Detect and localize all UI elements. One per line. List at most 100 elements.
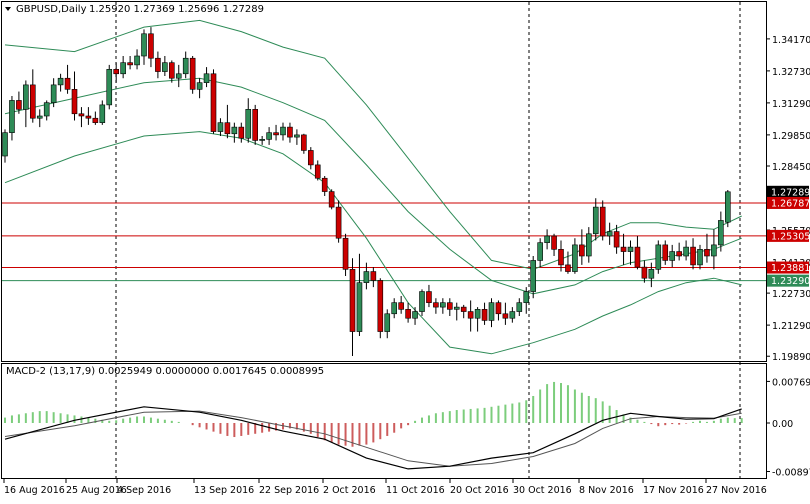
bull-candle-body [592,206,599,235]
bear-candle-body [426,291,432,303]
bull-candle-body [175,73,182,79]
bear-candle-body [29,84,36,119]
bull-candle-body [23,84,29,110]
bear-candle-body [252,109,258,141]
bull-candle-body [523,291,530,303]
bull-candle-body [669,251,676,261]
bull-candle-body [196,82,203,90]
bear-candle-body [558,249,564,266]
bull-candle-body [391,302,398,315]
bear-candle-body [613,231,620,248]
price-tag-label: 1.25305 [771,231,810,242]
bollinger-lower-band [4,131,742,355]
bear-candle-body [92,117,99,123]
bull-candle-body [217,122,224,132]
bull-candle-body [43,102,50,117]
bear-candle-body [287,126,293,138]
bull-candle-body [36,115,43,119]
bull-candle-body [162,62,168,72]
macd-axis-label: 0.00 [772,419,793,430]
bull-candle-body [99,104,106,123]
bear-candle-body [370,271,377,281]
bear-candle-body [335,206,342,239]
macd-axis: 0.007698 0.00 -0.008979 [766,377,810,478]
horizontal-levels[interactable] [2,202,766,282]
bear-candle-body [502,313,509,319]
date-axis-label: 2 Oct 2016 [323,485,376,496]
bear-candle-body [273,132,279,136]
bull-candle-body [648,269,655,279]
bear-candle-body [210,73,217,132]
bear-candle-body [148,33,154,59]
price-tag-label: 1.23881 [771,263,810,274]
bear-candle-body [321,177,328,192]
bull-candle-body [9,100,15,133]
macd-label: MACD-2 (13,17,9) 0.0025949 0.0000000 0.0… [6,366,324,377]
bear-candle-body [467,311,474,319]
date-axis-label: 27 Nov 2016 [706,485,767,496]
bear-candle-body [342,237,349,270]
bear-candle-body [579,244,585,257]
candlesticks [2,27,731,356]
bull-candle-body [363,271,370,283]
price-panel-frame [1,1,767,362]
price-tag-label: 1.27289 [771,187,810,198]
bear-candle-body [314,164,321,179]
collapse-arrow-icon[interactable] [5,7,11,11]
date-axis-label: 4 Sep 2016 [117,485,171,496]
bull-candle-body [280,126,286,136]
price-tag-red-box [767,229,809,242]
bear-candle-body [238,126,245,139]
bull-candle-body [453,306,460,310]
price-axis-label: 1.21290 [772,321,810,332]
macd-lines [4,406,742,470]
bull-candle-body [141,33,147,57]
price-tag-label: 1.26787 [771,198,810,209]
bull-candle-body [488,302,495,321]
price-axis-label: 1.29850 [772,131,810,142]
bull-candle-body [544,235,550,243]
bear-candle-body [155,57,161,72]
bull-candle-body [440,302,446,308]
bull-candle-body [245,109,252,139]
date-axis-label: 11 Oct 2016 [386,485,445,496]
bull-candle-body [2,132,8,157]
date-axis-label: 8 Nov 2016 [579,485,634,496]
symbol-label: GBPUSD,Daily [16,4,87,15]
price-tag-label: 1.23290 [771,276,810,287]
bull-candle-body [627,246,634,252]
bear-candle-body [127,62,133,66]
bull-candle-body [606,231,613,237]
date-axis-label: 30 Oct 2016 [513,485,572,496]
bear-candle-body [398,302,404,310]
bear-candle-body [620,246,627,252]
bear-candle-body [641,266,648,279]
bear-candle-body [481,309,488,321]
bear-candle-body [189,57,196,90]
bull-candle-body [585,233,592,257]
bull-candle-body [182,57,189,75]
bear-candle-body [446,302,453,310]
bear-candle-body [551,235,557,250]
bear-candle-body [495,302,502,315]
bull-candle-body [412,311,418,319]
bear-candle-body [16,100,22,110]
bull-candle-body [516,302,523,312]
price-tag-green-box [767,274,809,287]
bull-candle-body [266,132,272,140]
price-axis-label: 1.31290 [772,99,810,110]
price-tag-current-box [767,185,809,198]
macd-panel-frame [1,363,767,479]
bull-candle-body [231,126,238,135]
bear-candle-body [113,69,119,75]
bear-candle-body [662,244,669,261]
bull-candle-body [683,246,689,257]
date-axis-label: 13 Sep 2016 [194,485,254,496]
bear-candle-body [169,62,175,79]
bear-candle-body [460,306,467,312]
bear-candle-body [565,264,571,272]
bull-candle-body [474,309,481,319]
price-tag-red-box [767,196,809,209]
